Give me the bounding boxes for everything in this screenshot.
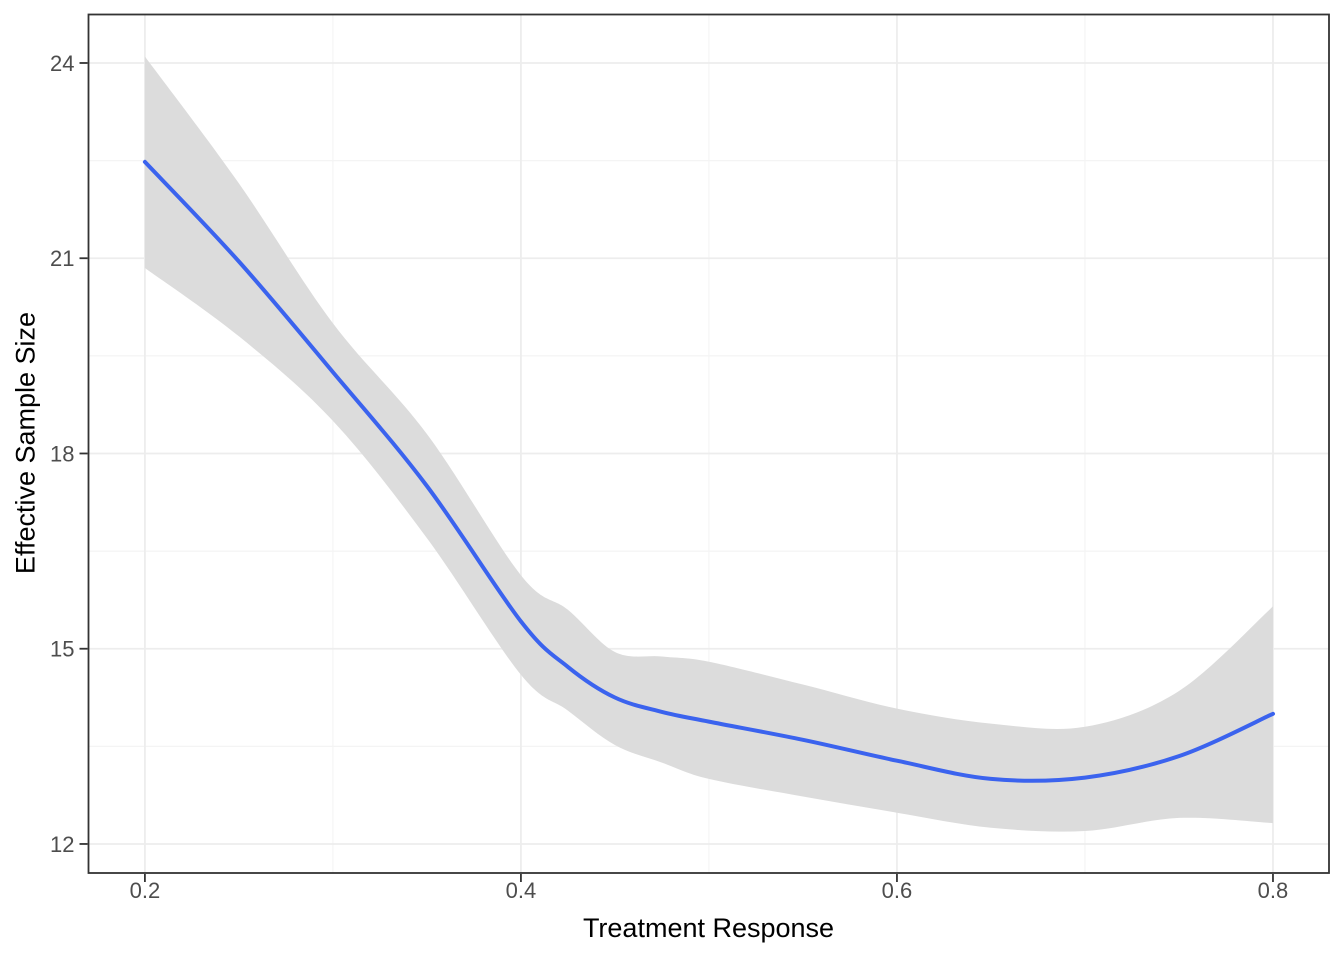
x-axis-title: Treatment Response	[582, 913, 835, 943]
x-tick-label: 0.6	[882, 878, 913, 903]
x-tick-label: 0.8	[1258, 878, 1289, 903]
panel-border	[87, 13, 1330, 874]
y-tick-label: 18	[50, 441, 74, 466]
x-tick-label: 0.4	[506, 878, 537, 903]
y-tick-label: 15	[50, 637, 74, 662]
y-tick-label: 12	[50, 832, 74, 857]
smooth-line	[142, 159, 1275, 783]
x-tick-label: 0.2	[130, 878, 161, 903]
y-axis-title: Effective Sample Size	[10, 311, 41, 575]
confidence-ribbon	[144, 56, 1273, 832]
y-tick-label: 21	[50, 246, 74, 271]
y-tick-label: 24	[50, 51, 74, 76]
